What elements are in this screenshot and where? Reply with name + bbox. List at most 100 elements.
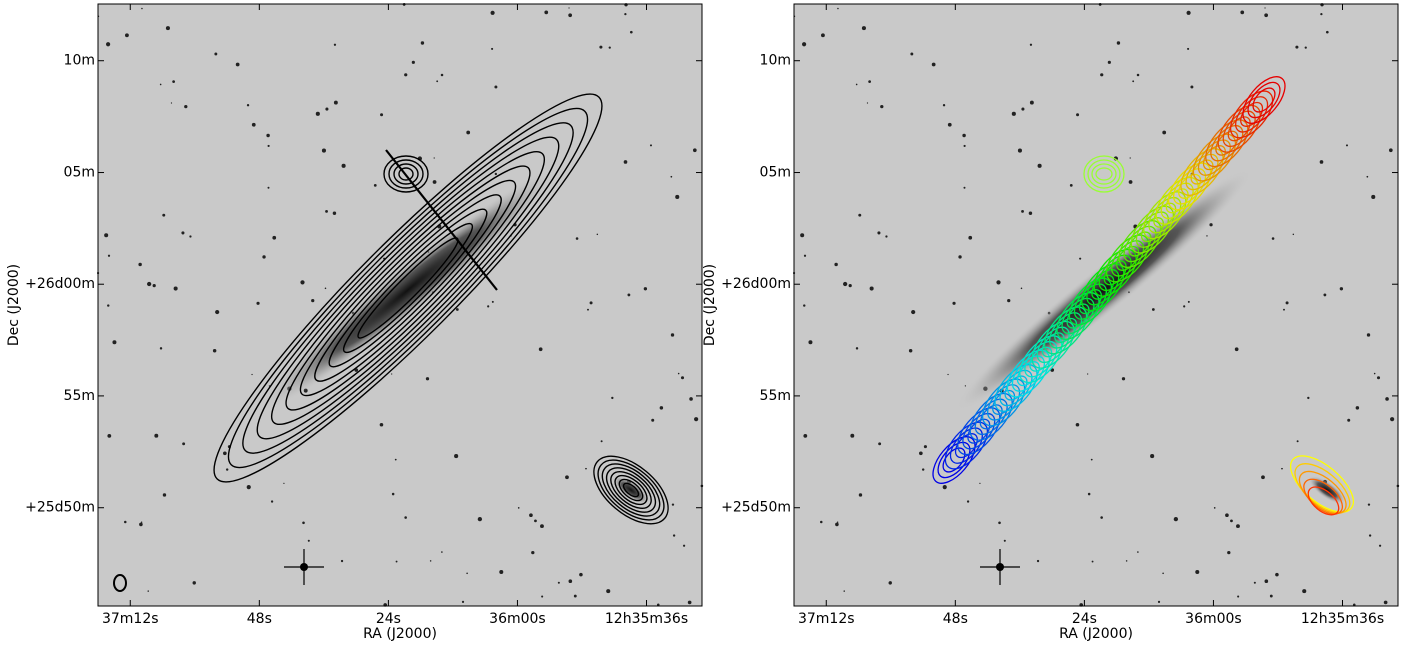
star bbox=[601, 440, 603, 442]
star bbox=[834, 263, 837, 266]
star bbox=[1100, 73, 1103, 76]
x-tick-label: 12h35m36s bbox=[605, 611, 688, 627]
star bbox=[1206, 235, 1207, 236]
star bbox=[568, 7, 569, 8]
star bbox=[878, 442, 881, 445]
star bbox=[1132, 80, 1134, 82]
star bbox=[1367, 333, 1370, 336]
star bbox=[609, 47, 611, 49]
star bbox=[624, 13, 626, 15]
star bbox=[998, 522, 1001, 525]
star bbox=[693, 148, 697, 152]
star bbox=[300, 280, 304, 284]
star bbox=[426, 377, 429, 380]
star bbox=[1368, 503, 1370, 505]
star bbox=[911, 310, 915, 314]
star bbox=[868, 80, 871, 83]
star bbox=[870, 286, 874, 290]
star bbox=[948, 123, 952, 127]
star bbox=[919, 451, 923, 455]
y-tick-label: +26d00m bbox=[721, 276, 791, 292]
star bbox=[1174, 517, 1178, 521]
star bbox=[108, 255, 110, 257]
star bbox=[910, 53, 913, 56]
star bbox=[1293, 234, 1294, 235]
star bbox=[862, 26, 866, 30]
star bbox=[569, 579, 573, 583]
star bbox=[430, 560, 432, 562]
star bbox=[1108, 61, 1111, 64]
star bbox=[590, 301, 593, 304]
star bbox=[963, 187, 965, 189]
y-tick-label: 10m bbox=[760, 53, 791, 69]
star bbox=[392, 493, 395, 496]
y-tick-label: 55m bbox=[64, 388, 95, 404]
star bbox=[395, 459, 397, 461]
star bbox=[404, 73, 407, 76]
y-tick-label: +25d50m bbox=[721, 500, 791, 516]
star bbox=[1007, 299, 1010, 302]
star bbox=[412, 61, 415, 64]
star bbox=[835, 523, 839, 527]
star bbox=[849, 284, 852, 287]
x-tick-label: 36m00s bbox=[1185, 611, 1242, 627]
star bbox=[996, 280, 1000, 284]
star bbox=[802, 42, 806, 46]
star bbox=[952, 302, 955, 305]
star bbox=[139, 523, 143, 527]
star bbox=[1087, 373, 1088, 374]
star bbox=[597, 234, 598, 235]
star bbox=[979, 483, 980, 484]
x-axis-label: RA (J2000) bbox=[1059, 626, 1133, 642]
star bbox=[967, 500, 969, 502]
star bbox=[487, 305, 489, 307]
star bbox=[1346, 144, 1348, 146]
star bbox=[1307, 397, 1309, 399]
star bbox=[947, 374, 948, 375]
star bbox=[1227, 551, 1230, 554]
star bbox=[558, 582, 560, 584]
star bbox=[565, 475, 569, 479]
star bbox=[611, 397, 613, 399]
star bbox=[1264, 13, 1268, 17]
y-tick-label: 05m bbox=[760, 165, 791, 181]
star bbox=[341, 560, 343, 562]
star bbox=[885, 235, 887, 237]
star bbox=[544, 11, 548, 15]
star bbox=[251, 374, 252, 375]
star bbox=[302, 522, 305, 525]
star bbox=[325, 210, 328, 213]
star bbox=[160, 84, 162, 86]
star bbox=[333, 212, 336, 215]
star bbox=[462, 601, 464, 603]
star bbox=[1187, 48, 1189, 50]
star bbox=[1340, 287, 1343, 290]
star bbox=[1320, 160, 1324, 164]
star bbox=[1377, 376, 1380, 379]
star bbox=[492, 301, 494, 303]
star bbox=[184, 105, 187, 108]
star bbox=[433, 180, 437, 184]
star bbox=[1018, 149, 1022, 153]
star bbox=[858, 214, 861, 217]
star bbox=[441, 74, 444, 77]
star bbox=[456, 308, 459, 311]
star bbox=[267, 187, 269, 189]
star bbox=[1092, 561, 1094, 563]
star bbox=[1076, 113, 1079, 116]
panel: 37m12s48s24s36m00s12h35m36s10m05m+26d00m… bbox=[6, 3, 703, 642]
figure: 37m12s48s24s36m00s12h35m36s10m05m+26d00m… bbox=[0, 0, 1418, 648]
star bbox=[932, 63, 936, 67]
star bbox=[454, 454, 458, 458]
star bbox=[968, 236, 972, 240]
star bbox=[421, 41, 424, 44]
star bbox=[837, 8, 839, 10]
star bbox=[154, 434, 158, 438]
star bbox=[541, 595, 543, 597]
star bbox=[1100, 516, 1103, 519]
star bbox=[1162, 573, 1164, 575]
star bbox=[1265, 579, 1269, 583]
star bbox=[491, 48, 493, 50]
star bbox=[1270, 595, 1273, 598]
star bbox=[380, 423, 384, 427]
